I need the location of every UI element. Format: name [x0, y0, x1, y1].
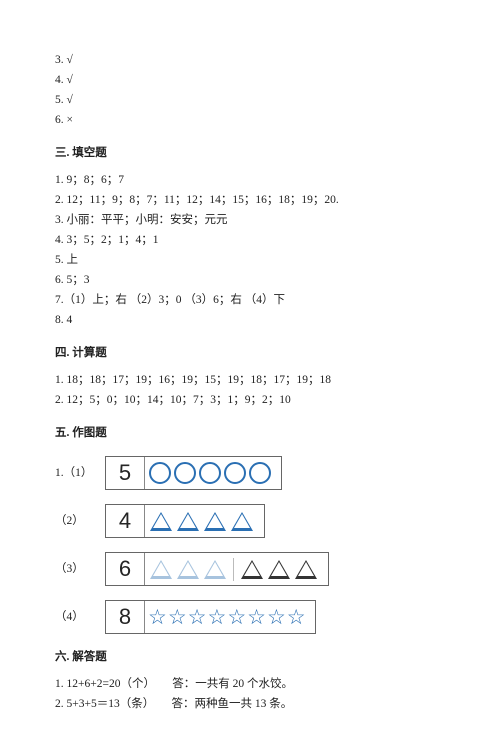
diagram-box: 6	[105, 552, 329, 586]
section4-body: 1. 18；18；17；19；16；19；15；19；18；17；19；18 2…	[55, 371, 450, 410]
star-icon: ☆	[168, 607, 187, 628]
star-icon: ☆	[148, 607, 167, 628]
shapes-group	[149, 560, 324, 579]
answer-line: 1. 9；8；6；7	[55, 171, 450, 190]
section3-heading: 三. 填空题	[55, 144, 450, 163]
answer-line: 6. ×	[55, 111, 450, 130]
diagram-label: （3）	[55, 560, 95, 579]
diagram-label: （4）	[55, 608, 95, 627]
diagram-row: （2） 4	[55, 504, 450, 538]
shapes-group	[149, 512, 260, 531]
diagram-row: （3） 6	[55, 552, 450, 586]
diagram-box: 4	[105, 504, 265, 538]
diagram-number: 4	[116, 503, 134, 539]
diagram-number: 8	[116, 599, 134, 635]
answer-line: 2. 5+3+5＝13（条） 答：两种鱼一共 13 条。	[55, 695, 450, 714]
star-icon: ☆	[207, 607, 226, 628]
answer-line: 4. √	[55, 71, 450, 90]
diagram-label: （2）	[55, 512, 95, 531]
diagram-box: 5	[105, 456, 282, 490]
triangle-icon	[241, 560, 263, 579]
divider	[144, 553, 145, 585]
circle-icon	[149, 462, 171, 484]
answer-line: 8. 4	[55, 311, 450, 330]
star-icon: ☆	[227, 607, 246, 628]
answer-line: 2. 12；11；9；8；7；11；12；14；15；16；18；19；20.	[55, 191, 450, 210]
answer-line: 3. √	[55, 51, 450, 70]
answer-line: 1. 12+6+2=20（个） 答：一共有 20 个水饺。	[55, 675, 450, 694]
divider	[233, 558, 234, 581]
top-answers: 3. √ 4. √ 5. √ 6. ×	[55, 51, 450, 130]
diagram-number: 5	[116, 455, 134, 491]
diagram-row: 1.（1） 5	[55, 456, 450, 490]
circle-icon	[174, 462, 196, 484]
triangle-icon	[204, 560, 226, 579]
star-icon: ☆	[188, 607, 207, 628]
divider	[144, 457, 145, 489]
diagram-row: （4）8☆☆☆☆☆☆☆☆	[55, 600, 450, 634]
triangle-icon	[150, 560, 172, 579]
triangle-icon	[204, 512, 226, 531]
circle-icon	[249, 462, 271, 484]
triangle-icon	[295, 560, 317, 579]
section5-body: 1.（1）5（2）4（3）6（4）8☆☆☆☆☆☆☆☆	[55, 456, 450, 634]
divider	[144, 505, 145, 537]
divider	[144, 601, 145, 633]
triangle-icon	[177, 560, 199, 579]
shapes-group: ☆☆☆☆☆☆☆☆	[149, 607, 311, 628]
answer-line: 5. 上	[55, 251, 450, 270]
star-icon: ☆	[267, 607, 286, 628]
answer-line: 6. 5；3	[55, 271, 450, 290]
answer-line: 3. 小丽：平平；小明：安安；元元	[55, 211, 450, 230]
circle-icon	[224, 462, 246, 484]
triangle-icon	[231, 512, 253, 531]
section6-heading: 六. 解答题	[55, 648, 450, 667]
section5-heading: 五. 作图题	[55, 424, 450, 443]
diagram-label: 1.（1）	[55, 464, 95, 483]
answer-line: 4. 3；5；2；1；4；1	[55, 231, 450, 250]
answer-line: 7.（1）上；右 （2）3；0 （3）6；右 （4）下	[55, 291, 450, 310]
triangle-icon	[268, 560, 290, 579]
circle-icon	[199, 462, 221, 484]
answer-line: 2. 12；5；0；10；14；10；7；3；1；9；2；10	[55, 391, 450, 410]
answer-line: 1. 18；18；17；19；16；19；15；19；18；17；19；18	[55, 371, 450, 390]
star-icon: ☆	[247, 607, 266, 628]
shapes-group	[149, 462, 277, 484]
diagram-box: 8☆☆☆☆☆☆☆☆	[105, 600, 316, 634]
section6-body: 1. 12+6+2=20（个） 答：一共有 20 个水饺。 2. 5+3+5＝1…	[55, 675, 450, 714]
section4-heading: 四. 计算题	[55, 344, 450, 363]
diagram-number: 6	[116, 551, 134, 587]
triangle-icon	[177, 512, 199, 531]
answer-line: 5. √	[55, 91, 450, 110]
star-icon: ☆	[287, 607, 306, 628]
triangle-icon	[150, 512, 172, 531]
section3-body: 1. 9；8；6；7 2. 12；11；9；8；7；11；12；14；15；16…	[55, 171, 450, 330]
